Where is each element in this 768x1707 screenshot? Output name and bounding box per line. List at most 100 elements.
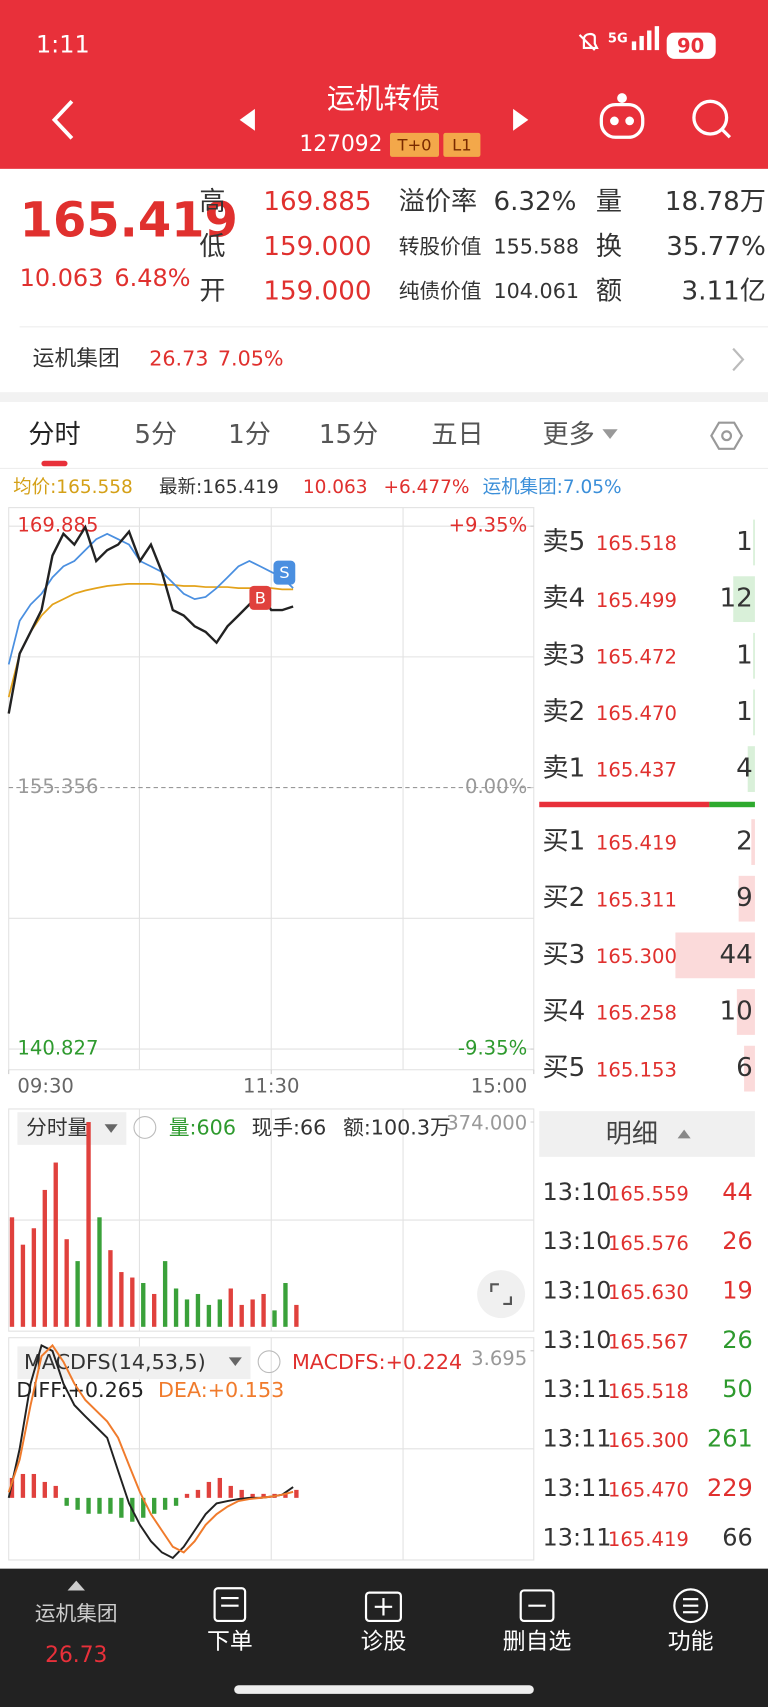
period-tab[interactable]: 更多 xyxy=(543,420,595,450)
book-price: 165.153 xyxy=(596,1058,677,1081)
stat-value: 6.32% xyxy=(493,187,576,217)
nav-stock-name[interactable]: 运机集团 xyxy=(35,1601,118,1625)
volume-bar xyxy=(64,1239,69,1327)
book-label: 卖2 xyxy=(543,697,586,727)
battery-level: 90 xyxy=(677,34,704,57)
nav-item[interactable]: 删自选 xyxy=(503,1629,572,1655)
trade-price: 165.300 xyxy=(608,1429,689,1452)
period-tab[interactable]: 1分 xyxy=(228,420,271,450)
chart-frames xyxy=(8,507,535,1561)
volume-bar xyxy=(206,1304,212,1327)
period-tab[interactable]: 分时 xyxy=(28,420,80,450)
trade-marker xyxy=(273,560,296,585)
y2-tick-label: 0.00% xyxy=(465,775,527,798)
help-icon[interactable] xyxy=(257,1350,281,1374)
trade-qty: 19 xyxy=(722,1277,752,1305)
macd-bar xyxy=(9,1477,15,1498)
book-price: 165.437 xyxy=(596,759,677,782)
trade-price: 165.630 xyxy=(608,1281,689,1304)
related-chevron[interactable] xyxy=(732,347,745,372)
trade-time: 13:11 xyxy=(543,1425,612,1453)
volume-bar xyxy=(86,1122,91,1327)
nav-icons xyxy=(213,1587,709,1624)
trade-time: 13:10 xyxy=(543,1227,612,1255)
volume-bar xyxy=(9,1217,15,1327)
stat-label: 溢价率 xyxy=(399,187,477,217)
trade-qty: 66 xyxy=(722,1523,752,1551)
prev-button[interactable] xyxy=(239,108,255,131)
macd-bar xyxy=(217,1477,223,1498)
trade-time: 13:11 xyxy=(543,1523,612,1551)
volume-bar xyxy=(97,1217,102,1327)
stat-value: 35.77% xyxy=(666,232,766,262)
trade-time: 13:10 xyxy=(543,1326,612,1354)
related-name: 运机集团 xyxy=(33,346,120,371)
macd-bar xyxy=(108,1497,113,1514)
stat-value: 155.588 xyxy=(493,234,579,258)
price-line xyxy=(7,532,294,665)
book-price: 165.499 xyxy=(596,589,677,612)
status-network: 5G xyxy=(608,32,628,47)
settings-button[interactable] xyxy=(710,421,744,450)
book-qty: 6 xyxy=(736,1053,753,1083)
home-indicator xyxy=(234,1685,534,1694)
period-tab[interactable]: 15分 xyxy=(319,420,378,450)
volume-bar xyxy=(272,1310,277,1327)
book-label: 卖4 xyxy=(543,584,586,614)
volume-bar xyxy=(228,1288,233,1327)
macd-selector-arrow xyxy=(228,1357,242,1367)
macd-line xyxy=(7,1343,294,1554)
search-button[interactable] xyxy=(692,99,732,139)
depth-bar xyxy=(753,519,755,566)
nav-stock-price: 26.73 xyxy=(45,1643,107,1668)
trade-price: 165.518 xyxy=(608,1380,689,1403)
stat-label: 额 xyxy=(596,276,622,306)
trade-time: 13:11 xyxy=(543,1474,612,1502)
volume-bar xyxy=(195,1293,201,1327)
nav-item[interactable]: 功能 xyxy=(668,1629,714,1655)
tag-bg xyxy=(389,132,440,157)
volume-bar xyxy=(108,1250,113,1327)
volume-stat: 现手:66 xyxy=(252,1116,327,1140)
depth-bar xyxy=(747,746,755,792)
volume-bar xyxy=(31,1228,37,1327)
y-tick-label: 155.356 xyxy=(17,775,98,798)
book-label: 买4 xyxy=(543,996,586,1026)
ask-ratio xyxy=(709,801,755,808)
book-qty: 4 xyxy=(736,754,753,784)
nav-item[interactable]: 诊股 xyxy=(361,1629,407,1655)
nav-item[interactable]: 下单 xyxy=(207,1629,253,1655)
trade-price: 165.576 xyxy=(608,1232,689,1255)
book-qty: 12 xyxy=(719,584,752,614)
trades-sort-arrow[interactable] xyxy=(677,1129,691,1139)
header-bar xyxy=(0,0,768,169)
more-arrow xyxy=(602,429,618,440)
macd-title: MACDFS(14,53,5) xyxy=(24,1350,206,1374)
macd-bar xyxy=(75,1497,80,1510)
next-button[interactable] xyxy=(513,108,529,131)
robot-button[interactable] xyxy=(599,93,645,139)
help-icon[interactable] xyxy=(133,1116,157,1139)
stat-value: 169.885 xyxy=(263,187,371,217)
period-tab[interactable]: 5分 xyxy=(134,420,177,450)
macd-bar xyxy=(206,1481,212,1498)
legend-entry: DIFF:+0.265 xyxy=(16,1378,144,1402)
book-qty: 1 xyxy=(736,527,753,557)
volume-bar xyxy=(75,1261,80,1327)
book-price: 165.419 xyxy=(596,832,677,855)
volume-bar xyxy=(42,1189,47,1327)
expand-button[interactable] xyxy=(477,1270,526,1319)
back-button[interactable] xyxy=(51,100,74,140)
book-qty: 1 xyxy=(736,697,753,727)
book-label: 卖1 xyxy=(543,754,586,784)
book-label: 买5 xyxy=(543,1053,586,1083)
macd-bar xyxy=(86,1497,91,1514)
macd-bar xyxy=(119,1497,124,1518)
depth-bar xyxy=(738,875,755,922)
depth-bar xyxy=(753,632,755,679)
stat-label: 开 xyxy=(199,276,225,306)
volume-bar xyxy=(162,1261,168,1327)
period-tab[interactable]: 五日 xyxy=(431,420,483,450)
macd-bar xyxy=(294,1489,299,1498)
